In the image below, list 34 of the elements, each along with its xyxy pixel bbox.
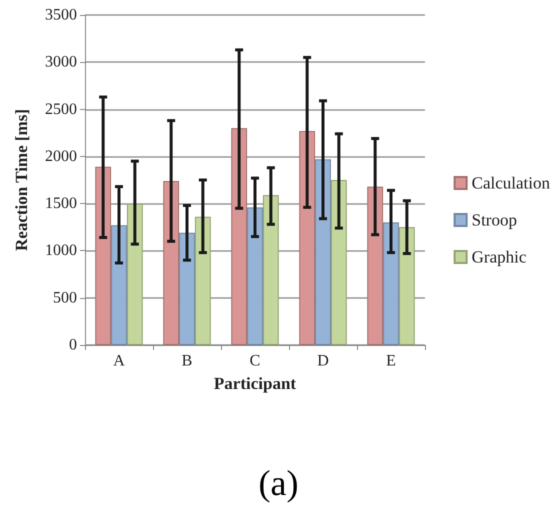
y-tick-label: 1500: [45, 195, 77, 212]
bar: [262, 195, 279, 345]
bar: [383, 222, 399, 345]
y-tick-label: 500: [53, 289, 77, 306]
bar: [231, 128, 248, 345]
bar: [398, 227, 415, 345]
bar: [95, 166, 112, 345]
y-tick-label: 3000: [45, 54, 77, 71]
x-tick-label: D: [317, 352, 329, 370]
bar: [247, 207, 263, 345]
y-tick-label: 2000: [45, 148, 77, 165]
bar: [194, 216, 211, 345]
y-axis-title: Reaction Time [ms]: [12, 109, 31, 251]
bar: [126, 204, 143, 345]
bar: [111, 225, 127, 345]
y-tick-label: 0: [69, 336, 77, 354]
legend-label: Graphic: [472, 248, 527, 266]
bar: [315, 159, 331, 345]
bar: [299, 130, 316, 345]
y-tick-label: 3500: [45, 6, 77, 24]
bar: [330, 180, 347, 345]
x-tick-label: A: [113, 352, 126, 370]
x-tick-label: E: [386, 352, 396, 370]
x-tick-label: C: [250, 352, 260, 370]
x-tick-label: B: [182, 352, 192, 370]
bar: [163, 180, 180, 345]
legend-label: Calculation: [472, 174, 550, 192]
legend-label: Stroop: [472, 210, 517, 230]
x-axis-title: Participant: [214, 374, 296, 393]
text: (a): [258, 462, 300, 504]
bar: [179, 232, 195, 345]
y-tick-label: 2500: [45, 100, 77, 118]
bar: [367, 186, 384, 345]
y-tick-label: 1000: [45, 242, 77, 260]
